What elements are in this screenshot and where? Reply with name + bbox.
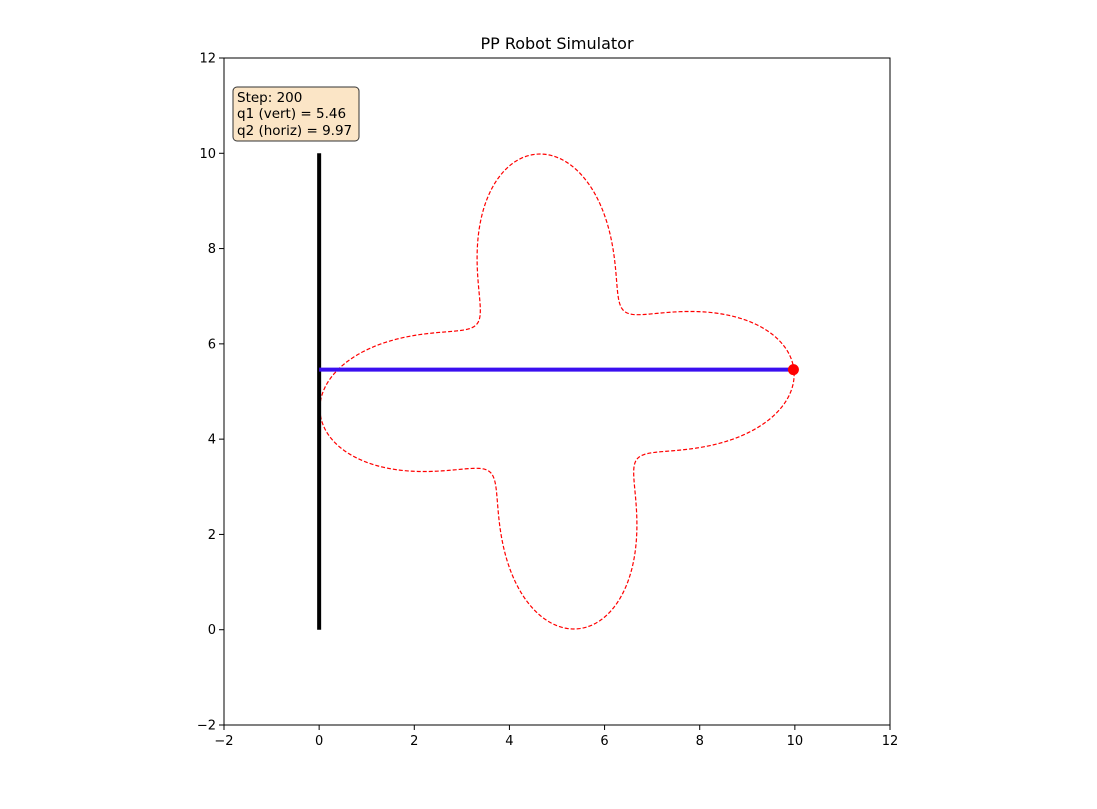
y-tick-label: −2 (197, 719, 216, 734)
chart-title: PP Robot Simulator (480, 34, 634, 53)
y-tick-label: 10 (199, 147, 216, 162)
y-tick-label: 4 (208, 433, 216, 448)
info-q1: q1 (vert) = 5.46 (237, 106, 346, 122)
x-tick-label: 2 (410, 734, 418, 749)
x-tick-label: 8 (696, 734, 704, 749)
info-box-background (232, 86, 360, 142)
plot-content (317, 153, 799, 630)
x-tick-label: 6 (600, 734, 608, 749)
y-tick-label: 2 (208, 528, 216, 543)
x-tick-label: 10 (787, 734, 804, 749)
x-tick-label: 0 (315, 734, 323, 749)
x-tick-label: 4 (505, 734, 513, 749)
y-tick-label: 12 (199, 52, 216, 67)
axes-frame (223, 57, 891, 726)
y-tick-label: 6 (208, 337, 216, 352)
y-tick-label: 8 (208, 242, 216, 257)
info-step: Step: 200 (237, 90, 302, 106)
x-tick-label: 12 (882, 734, 899, 749)
info-box: Step: 200 q1 (vert) = 5.46 q2 (horiz) = … (232, 86, 360, 142)
info-q2: q2 (horiz) = 9.97 (237, 123, 352, 139)
axis-ticks: −2−2 0 0 2 2 4 4 6 6 8 8 10 10 12 12 (197, 52, 898, 750)
end-effector-point (787, 364, 799, 376)
x-tick-label: −2 (214, 734, 233, 749)
y-tick-label: 0 (208, 623, 216, 638)
